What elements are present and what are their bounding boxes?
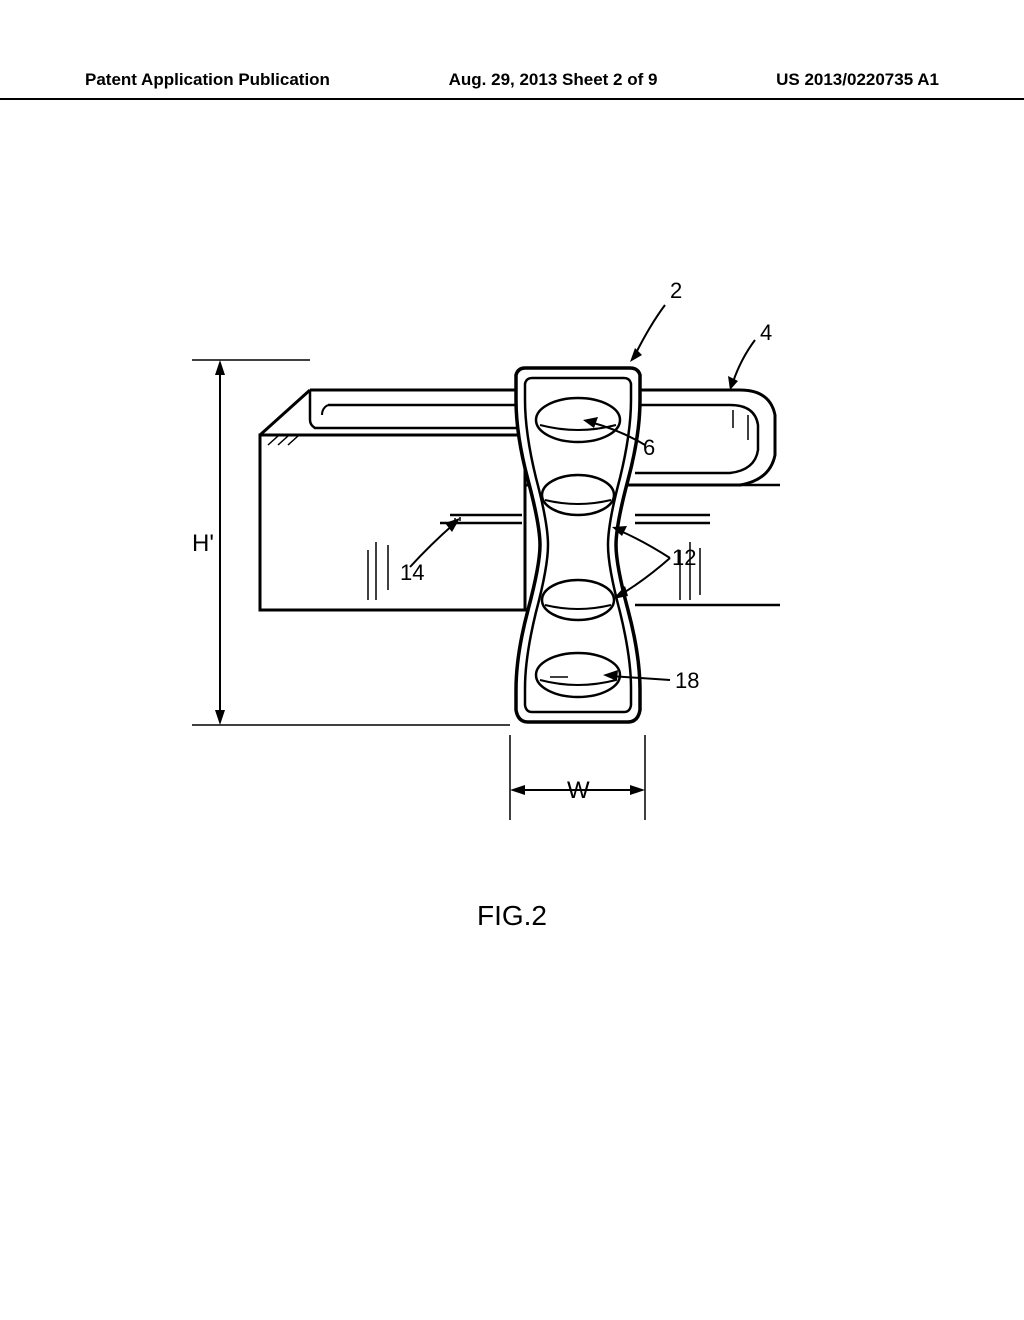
header-center: Aug. 29, 2013 Sheet 2 of 9 (449, 70, 658, 90)
ref-6: 6 (643, 435, 655, 461)
ref-4: 4 (760, 320, 772, 346)
ref-14: 14 (400, 560, 424, 586)
header-right: US 2013/0220735 A1 (776, 70, 939, 90)
ref-18: 18 (675, 668, 699, 694)
ref-12: 12 (672, 545, 696, 571)
dim-width: W (567, 777, 590, 805)
patent-drawing (180, 280, 860, 930)
figure-caption: FIG.2 (0, 900, 1024, 932)
figure-2: 2 4 6 12 14 18 H' W (180, 280, 820, 840)
dim-height: H' (192, 530, 214, 558)
ref-2: 2 (670, 278, 682, 304)
header-left: Patent Application Publication (85, 70, 330, 90)
